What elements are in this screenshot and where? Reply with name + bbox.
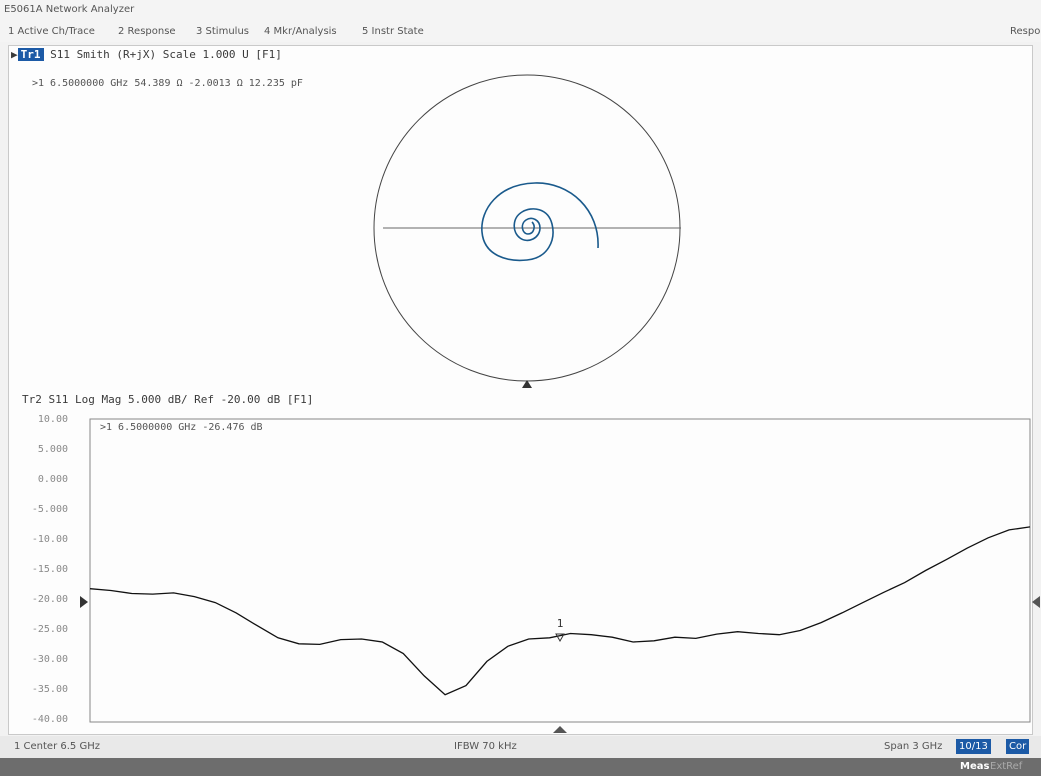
status-ifbw[interactable]: IFBW 70 kHz [454, 741, 517, 752]
x-marker-triangle [553, 726, 567, 733]
ytick-label: -40.00 [31, 714, 68, 725]
ytick-label: -5.000 [31, 504, 68, 515]
menu-item-stimulus[interactable]: 3 Stimulus [196, 26, 249, 37]
trace1-badge[interactable]: Tr1 [17, 48, 44, 61]
trace1-marker-readout: >1 6.5000000 GHz 54.389 Ω -2.0013 Ω 12.2… [32, 78, 303, 89]
ytick-label: 10.00 [37, 414, 68, 425]
status-sweep-counter[interactable]: 10/13 [956, 739, 991, 754]
ytick-label: -10.00 [31, 534, 68, 545]
menu-item-response-right[interactable]: Respo [1010, 26, 1041, 37]
logmag-marker-label: 1 [557, 617, 564, 630]
smith-marker-triangle [522, 380, 532, 388]
extref-indicator: ExtRef [990, 761, 1023, 772]
logmag-marker-icon [555, 633, 565, 643]
ytick-label: 5.000 [37, 444, 68, 455]
menu-item-active-ch-trace[interactable]: 1 Active Ch/Trace [8, 26, 95, 37]
title-bar: E5061A Network Analyzer [0, 0, 1041, 22]
trace-arrow-icon: ▶ [11, 48, 18, 61]
trace1-title: S11 Smith (R+jX) Scale 1.000 U [F1] [50, 48, 282, 61]
meas-indicator: Meas [960, 761, 990, 772]
bottom-bar: Meas ExtRef [0, 758, 1041, 776]
logmag-plot-frame [89, 418, 1031, 723]
trace2-marker-readout: >1 6.5000000 GHz -26.476 dB [100, 422, 263, 433]
status-bar: 1 Center 6.5 GHz IFBW 70 kHz Span 3 GHz … [0, 736, 1041, 758]
ytick-label: -35.00 [31, 684, 68, 695]
trace1-header[interactable]: ▶ Tr1 S11 Smith (R+jX) Scale 1.000 U [F1] [11, 48, 282, 61]
ref-level-right-icon [1032, 596, 1040, 608]
status-span[interactable]: Span 3 GHz [884, 741, 943, 752]
menu-item-mkr-analysis[interactable]: 4 Mkr/Analysis [264, 26, 337, 37]
ref-level-left-icon [80, 596, 88, 608]
logmag-trace [89, 526, 1031, 696]
status-correction-button[interactable]: Cor [1006, 739, 1030, 754]
menu-item-response[interactable]: 2 Response [118, 26, 176, 37]
ytick-label: -25.00 [31, 624, 68, 635]
ytick-label: 0.000 [37, 474, 68, 485]
ytick-label: -30.00 [31, 654, 68, 665]
status-center[interactable]: 1 Center 6.5 GHz [14, 741, 100, 752]
display-area [8, 45, 1033, 735]
menu-item-instr-state[interactable]: 5 Instr State [362, 26, 424, 37]
smith-trace [481, 182, 599, 262]
ytick-label: -15.00 [31, 564, 68, 575]
trace2-header[interactable]: Tr2 S11 Log Mag 5.000 dB/ Ref -20.00 dB … [22, 393, 314, 406]
ytick-label: -20.00 [31, 594, 68, 605]
window-title: E5061A Network Analyzer [4, 4, 135, 15]
menu-bar: 1 Active Ch/Trace 2 Response 3 Stimulus … [0, 22, 1041, 42]
